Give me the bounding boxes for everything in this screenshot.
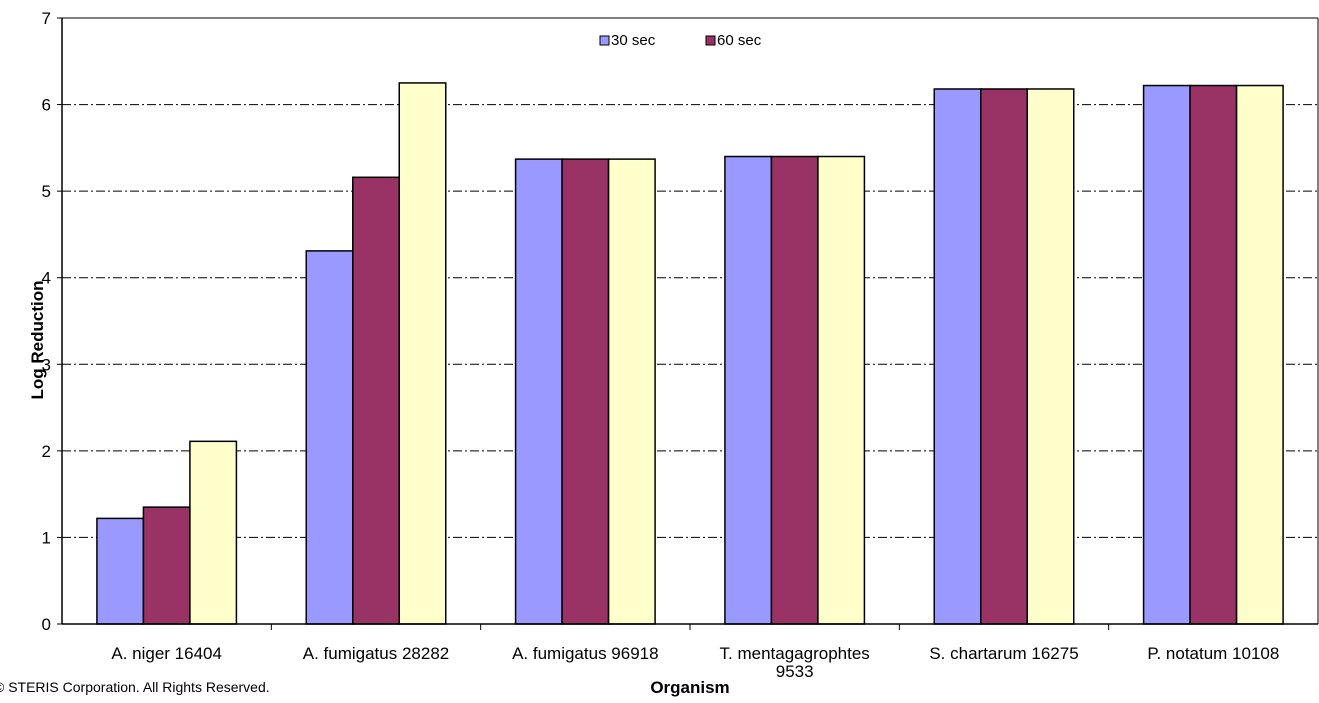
- x-tick-label: S. chartarum 16275: [929, 644, 1078, 663]
- y-tick-label: 1: [42, 528, 51, 547]
- y-axis-title: Log Reduction: [28, 281, 47, 400]
- legend: 30 sec 60 sec: [599, 32, 762, 49]
- x-tick-label: 9533: [776, 662, 814, 681]
- copyright-footer: © STERIS Corporation. All Rights Reserve…: [0, 679, 270, 695]
- gridlines: [62, 104, 1318, 538]
- bar: [1026, 88, 1075, 625]
- legend-swatch: [705, 35, 716, 46]
- x-axis-title: Organism: [650, 678, 729, 697]
- x-tick-label: A. fumigatus 96918: [512, 644, 658, 663]
- y-tick-label: 0: [42, 615, 51, 634]
- bar: [980, 88, 1028, 625]
- bar: [189, 440, 238, 625]
- y-tick-label: 6: [42, 96, 51, 115]
- bar: [770, 155, 819, 625]
- x-tick-labels: A. niger 16404 A. fumigatus 28282 A. fumig…: [111, 644, 1279, 681]
- y-tick-label: 3: [42, 355, 51, 374]
- bar: [1235, 84, 1284, 625]
- y-tick-label: 4: [42, 269, 51, 288]
- y-tick-label: 5: [42, 182, 51, 201]
- bar: [1189, 84, 1238, 625]
- bar: [933, 88, 982, 625]
- bar: [398, 82, 447, 625]
- bar: [817, 155, 866, 625]
- bar: [724, 155, 773, 625]
- bar: [1142, 84, 1191, 625]
- x-tick-label: A. niger 16404: [111, 644, 222, 663]
- bar: [561, 158, 610, 625]
- bar: [142, 506, 191, 625]
- y-tick-label: 7: [42, 9, 51, 28]
- axes: [57, 17, 1319, 630]
- bars: [96, 82, 1284, 625]
- bar: [96, 517, 145, 625]
- bar: [514, 158, 563, 625]
- legend-swatch: [599, 35, 610, 46]
- x-tick-label: T. mentagagrophtes: [720, 644, 870, 663]
- bar: [305, 250, 354, 625]
- x-tick-label: P. notatum 10108: [1147, 644, 1279, 663]
- x-tick-label: A. fumigatus 28282: [303, 644, 449, 663]
- bar: [352, 176, 400, 625]
- bar: [607, 158, 656, 625]
- legend-label: 60 sec: [717, 32, 762, 49]
- y-tick-label: 2: [42, 442, 51, 461]
- y-tick-labels: 0 1 2 3 4 5 6 7: [42, 9, 51, 634]
- legend-label: 30 sec: [611, 32, 656, 49]
